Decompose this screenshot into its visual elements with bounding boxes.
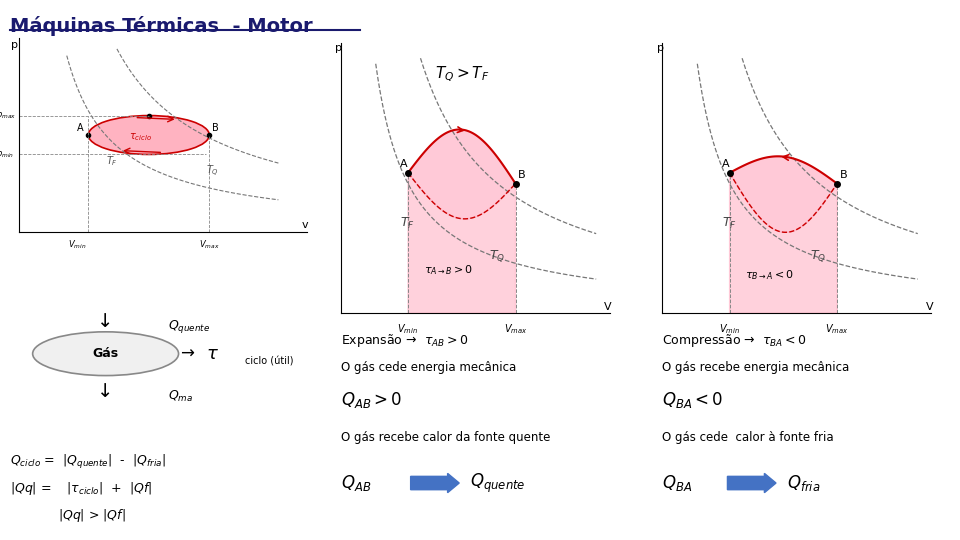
Text: B: B [212, 123, 219, 133]
Text: $\tau_{B\to A} < 0$: $\tau_{B\to A} < 0$ [745, 268, 795, 282]
Text: $T_F$: $T_F$ [722, 216, 736, 231]
FancyArrow shape [411, 474, 459, 492]
Text: Expansão →  $\tau_{AB} > 0$: Expansão → $\tau_{AB} > 0$ [341, 332, 468, 349]
Text: p: p [657, 43, 664, 53]
Text: $T_Q$: $T_Q$ [206, 164, 220, 179]
Text: $Q_{AB} > 0$: $Q_{AB} > 0$ [341, 389, 402, 410]
Text: $\tau_{A\to B} > 0$: $\tau_{A\to B} > 0$ [423, 262, 473, 276]
Text: $Q_{ciclo}$ =  $|Q_{quente}|$  -  $|Q_{fria}|$: $Q_{ciclo}$ = $|Q_{quente}|$ - $|Q_{fria… [10, 453, 165, 471]
Text: fonte fria: fonte fria [63, 423, 129, 436]
Text: A: A [722, 159, 730, 170]
Text: O gás cede  calor à fonte fria: O gás cede calor à fonte fria [662, 431, 834, 444]
Text: $T_Q > T_F$: $T_Q > T_F$ [435, 65, 490, 84]
Text: ↓: ↓ [97, 312, 114, 331]
Text: O gás recebe calor da fonte quente: O gás recebe calor da fonte quente [341, 431, 550, 444]
Text: B: B [518, 170, 526, 180]
Text: $Q_{BA}$: $Q_{BA}$ [662, 473, 692, 494]
Text: $| Qq |$ > $| Qf |$: $| Qq |$ > $| Qf |$ [58, 507, 126, 524]
Text: v: v [301, 220, 308, 231]
Text: Máquinas Térmicas  - Motor: Máquinas Térmicas - Motor [10, 16, 312, 36]
Polygon shape [730, 156, 837, 232]
Text: p: p [335, 43, 343, 53]
Polygon shape [730, 173, 837, 313]
Polygon shape [408, 173, 516, 313]
Text: $T_Q$: $T_Q$ [489, 248, 505, 264]
Text: ciclo (útil): ciclo (útil) [245, 357, 294, 367]
Text: →: → [180, 345, 194, 363]
Text: $Q_{quente}$: $Q_{quente}$ [470, 472, 526, 495]
Text: V: V [925, 302, 933, 313]
Polygon shape [408, 130, 516, 219]
Text: $V_{min}$: $V_{min}$ [719, 322, 740, 336]
Text: ↓: ↓ [97, 382, 114, 401]
Text: V: V [604, 302, 612, 313]
Text: B: B [840, 170, 848, 180]
Text: $T_Q$: $T_Q$ [810, 248, 827, 264]
Text: $\tau$: $\tau$ [206, 345, 219, 363]
Text: p: p [11, 39, 17, 50]
Text: $| Qq |$ =    $| \tau_{ciclo} |$  +  $| Qf |$: $| Qq |$ = $| \tau_{ciclo} |$ + $| Qf |$ [10, 480, 152, 497]
Text: $T_F$: $T_F$ [400, 216, 415, 231]
Text: $Q_{quente}$: $Q_{quente}$ [168, 318, 210, 335]
Text: $\tau_{ciclo}$: $\tau_{ciclo}$ [129, 131, 152, 143]
Text: $Q_{AB}$: $Q_{AB}$ [341, 473, 372, 494]
Text: $V_{max}$: $V_{max}$ [826, 322, 849, 336]
Text: $V_{max}$: $V_{max}$ [199, 239, 220, 251]
Ellipse shape [88, 116, 209, 154]
Text: $Q_{fria}$: $Q_{fria}$ [787, 473, 821, 494]
Text: Gás: Gás [92, 347, 119, 360]
Text: A: A [400, 159, 408, 170]
Text: O gás cede energia mecânica: O gás cede energia mecânica [341, 361, 516, 374]
Text: $Q_{BA} < 0$: $Q_{BA} < 0$ [662, 389, 724, 410]
Text: A: A [77, 123, 84, 133]
Text: $Q_{ma}$: $Q_{ma}$ [168, 389, 193, 404]
Text: Compressão →  $\tau_{BA} < 0$: Compressão → $\tau_{BA} < 0$ [662, 332, 806, 349]
Text: $V_{max}$: $V_{max}$ [504, 322, 527, 336]
Text: O gás recebe energia mecânica: O gás recebe energia mecânica [662, 361, 850, 374]
Text: $p_{max}$: $p_{max}$ [0, 110, 16, 121]
Text: fonte quente: fonte quente [60, 277, 151, 290]
Text: $T_F$: $T_F$ [106, 154, 117, 168]
Text: $p_{min}$: $p_{min}$ [0, 149, 14, 160]
Ellipse shape [33, 332, 179, 376]
FancyArrow shape [728, 474, 776, 492]
Text: $V_{min}$: $V_{min}$ [397, 322, 419, 336]
Text: $V_{min}$: $V_{min}$ [67, 239, 86, 251]
